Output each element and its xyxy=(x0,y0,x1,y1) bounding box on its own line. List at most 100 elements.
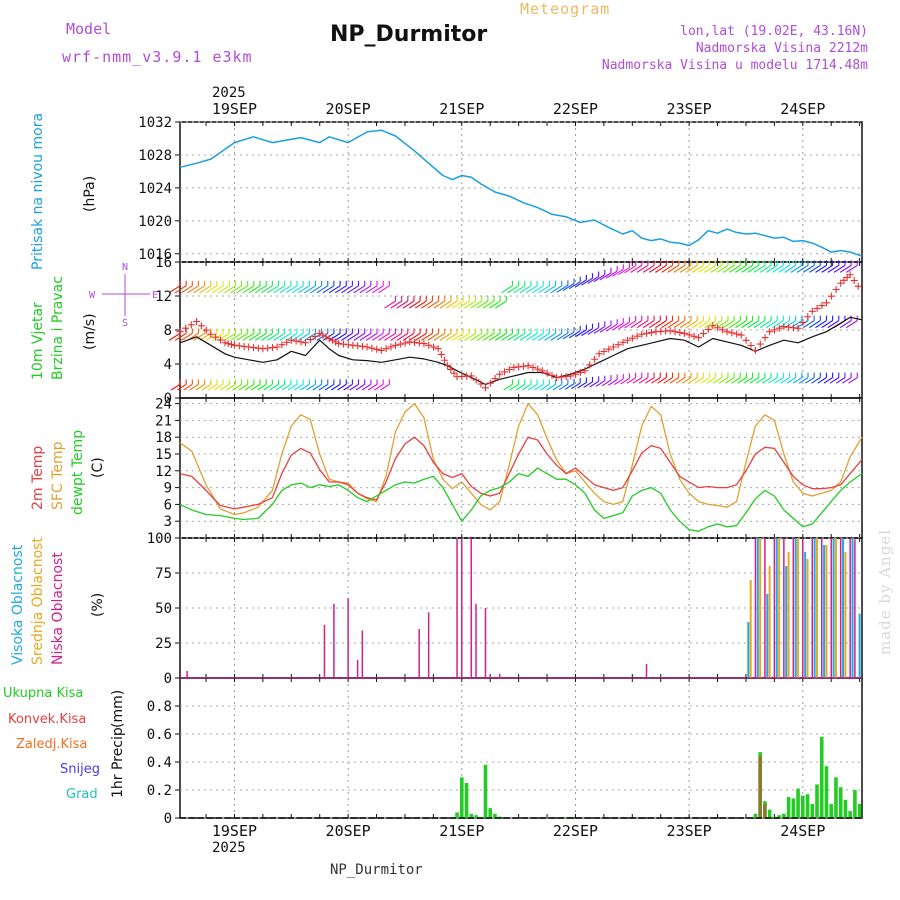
wind-barb xyxy=(281,383,292,391)
wind-barb xyxy=(168,332,181,341)
ytick-label-wind: 12 xyxy=(155,289,172,305)
wind-barb xyxy=(790,264,803,273)
wind-barb xyxy=(538,332,550,341)
wind-barb xyxy=(663,377,673,384)
day-label-top: 20SEP xyxy=(326,100,371,118)
wind-barb xyxy=(747,264,760,273)
precip-bar xyxy=(488,808,493,818)
wind-barb xyxy=(704,320,716,329)
wind-speed-line xyxy=(179,316,863,385)
precip-bar xyxy=(786,797,791,818)
precip-bar xyxy=(767,809,772,818)
wind-barb xyxy=(193,332,205,341)
wind-barb xyxy=(581,277,593,286)
wind-barb xyxy=(220,383,230,391)
wind-barb xyxy=(242,332,255,341)
precip-bar xyxy=(564,817,568,818)
gust-marker xyxy=(643,329,651,337)
gust-marker xyxy=(505,366,513,374)
gust-marker xyxy=(515,363,523,371)
wind-barb xyxy=(230,285,242,294)
gust-marker xyxy=(224,340,232,348)
gust-marker xyxy=(322,333,330,341)
gust-marker xyxy=(699,330,707,338)
gust-marker xyxy=(832,286,840,294)
gust-marker xyxy=(283,338,291,346)
gust-marker xyxy=(316,329,324,337)
ytick-label-temp: 12 xyxy=(155,464,172,480)
wind-barb xyxy=(809,264,821,273)
gust-marker xyxy=(273,343,281,351)
wind-barb xyxy=(384,300,396,309)
wind-barb xyxy=(593,274,606,283)
wind-barb xyxy=(433,300,446,309)
gust-marker xyxy=(339,340,347,348)
wind-barb xyxy=(390,300,402,309)
gust-marker xyxy=(850,277,858,285)
day-label-top: 22SEP xyxy=(553,100,598,118)
gust-marker xyxy=(354,342,362,350)
wind-barb xyxy=(298,285,310,294)
wind-barb xyxy=(632,377,643,384)
wind-barb xyxy=(747,320,760,329)
day-label-bottom: 19SEP xyxy=(212,822,257,840)
gust-marker xyxy=(591,355,599,363)
wind-barb xyxy=(414,300,427,309)
wind-barb xyxy=(774,377,784,384)
wind-barb xyxy=(716,264,729,273)
ytick-label-wind: 8 xyxy=(164,323,172,339)
wind-barb xyxy=(626,377,636,384)
gust-marker xyxy=(524,362,532,370)
wind-barb xyxy=(324,383,335,391)
wind-barb xyxy=(378,332,390,341)
wind-barb xyxy=(371,285,384,294)
wind-barb xyxy=(688,377,698,384)
wind-barb xyxy=(170,383,181,391)
wind-barb xyxy=(700,377,710,384)
wind-barb xyxy=(421,332,433,341)
gust-marker xyxy=(723,328,731,336)
gust-marker xyxy=(430,343,438,351)
day-label-bottom: 23SEP xyxy=(667,822,712,840)
wind-barb xyxy=(636,320,649,329)
gust-marker xyxy=(472,376,480,384)
gust-marker xyxy=(785,323,793,331)
wind-barb xyxy=(630,264,643,273)
wind-barb xyxy=(181,332,193,341)
gust-marker xyxy=(733,330,741,338)
wind-barb xyxy=(786,377,796,384)
ytick-label-temp: 24 xyxy=(155,397,172,413)
gust-marker xyxy=(250,344,258,352)
wind-barb xyxy=(636,264,649,273)
precip-bar xyxy=(474,815,478,818)
wind-barb xyxy=(698,264,710,273)
day-label-bottom: 22SEP xyxy=(553,822,598,840)
wind-barb xyxy=(355,383,366,391)
wind-barb xyxy=(556,332,569,341)
gust-marker xyxy=(328,336,336,344)
precip-bar xyxy=(459,777,464,818)
gust-marker xyxy=(335,340,343,348)
ytick-label-precip: 0.2 xyxy=(147,783,172,799)
wind-barb xyxy=(651,377,661,384)
ytick-label-precip: 0.4 xyxy=(147,755,172,771)
gust-marker xyxy=(373,345,381,353)
wind-barb xyxy=(390,332,402,341)
wind-barb xyxy=(802,264,815,273)
precip-bar xyxy=(483,764,488,818)
wind-barb xyxy=(248,285,261,294)
precip-bar xyxy=(777,815,781,818)
wind-barb xyxy=(716,320,729,329)
ytick-label-pressure: 1016 xyxy=(138,247,172,263)
wind-barb xyxy=(605,270,618,279)
wind-barb xyxy=(205,285,218,294)
wind-barb xyxy=(821,320,833,329)
wind-barb xyxy=(408,332,421,341)
gust-marker xyxy=(230,341,238,349)
wind-barb xyxy=(244,383,255,391)
wind-barb xyxy=(236,285,249,294)
gust-marker xyxy=(647,329,655,337)
wind-barb xyxy=(531,285,544,294)
gust-marker xyxy=(450,369,458,377)
wind-barb xyxy=(248,332,261,341)
